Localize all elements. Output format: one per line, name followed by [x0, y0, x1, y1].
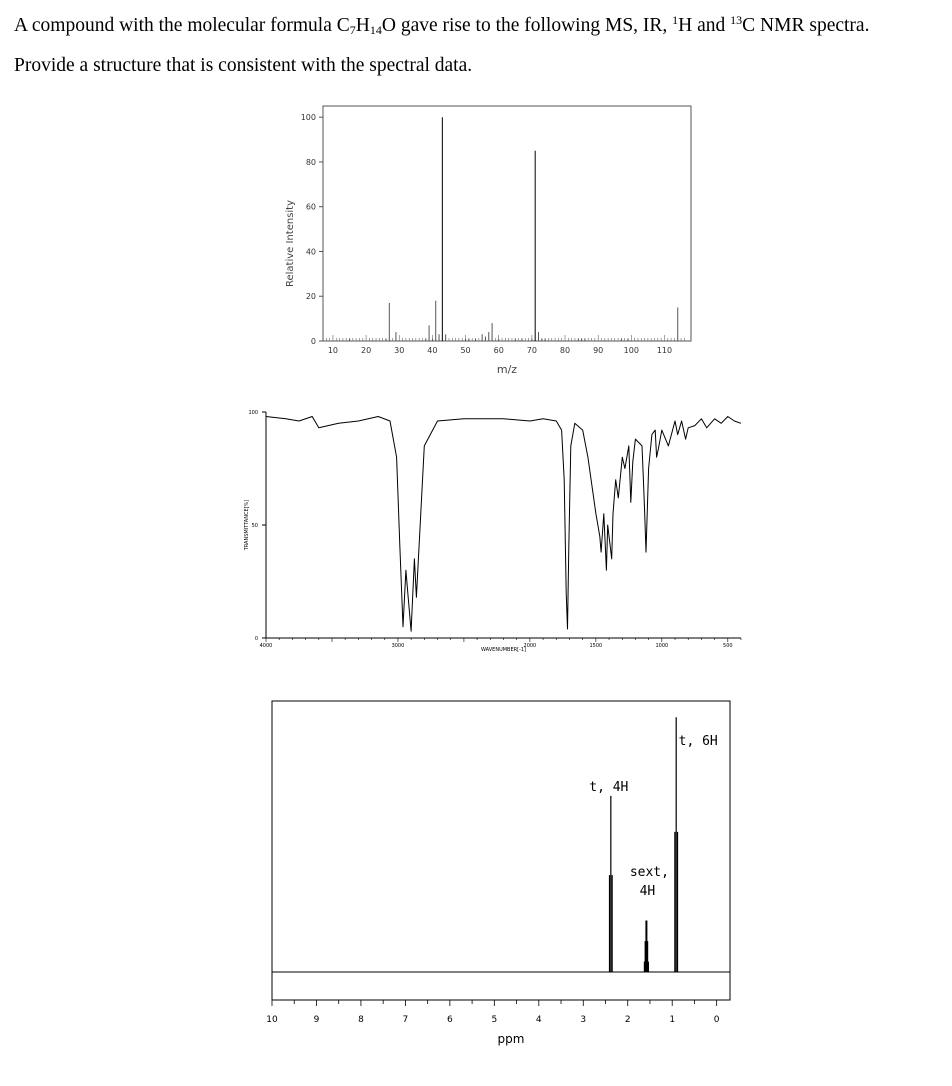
ms-x-tick-label: 30 — [394, 346, 404, 355]
question-text-a: A compound with the molecular formula C — [14, 15, 350, 36]
ir-x-tick-label: 1000 — [655, 643, 668, 649]
ms-y-tick-label: 60 — [306, 203, 316, 212]
ir-x-tick-label: 4000 — [260, 643, 273, 649]
ms-x-tick-label: 60 — [494, 346, 504, 355]
ms-y-axis-label: Relative Intensity — [285, 200, 296, 287]
ir-y-tick-label: 50 — [252, 523, 258, 529]
question-text-b: O gave rise to the following MS, IR, — [381, 15, 673, 36]
nmr-plot-frame — [271, 700, 731, 1001]
ms-x-tick-label: 80 — [560, 346, 570, 355]
ir-x-tick-label: 1500 — [589, 643, 602, 649]
ms-plot-frame — [322, 105, 692, 342]
ms-x-tick-label: 40 — [427, 346, 437, 355]
ms-y-tick-label: 80 — [306, 158, 316, 167]
ms-x-axis-label: m/z — [497, 363, 517, 376]
nmr-x-tick-label: 7 — [403, 1015, 409, 1025]
nmr-peak-label-sextet: sext, — [630, 865, 669, 880]
ms-x-tick-label: 50 — [460, 346, 470, 355]
ms-x-tick-label: 70 — [527, 346, 537, 355]
ir-y-axis-label: TRANSMITTANCE[%] — [244, 500, 250, 552]
ms-x-tick-label: 10 — [328, 346, 338, 355]
ms-y-tick-label: 40 — [306, 247, 316, 256]
ms-x-tick-label: 90 — [593, 346, 603, 355]
h-superscript: 1 — [672, 13, 679, 27]
nmr-x-tick-label: 8 — [358, 1015, 364, 1025]
nmr-peak-label-triplet-6h: t, 6H — [679, 734, 718, 749]
nmr-x-tick-label: 3 — [580, 1015, 586, 1025]
question-line-1: A compound with the molecular formula C7… — [14, 8, 944, 48]
nmr-x-tick-label: 6 — [447, 1015, 453, 1025]
ir-x-tick-label: 500 — [723, 643, 733, 649]
ms-x-tick-label: 100 — [624, 346, 639, 355]
ms-y-tick-label: 100 — [301, 113, 316, 122]
ir-x-tick-label: 2000 — [524, 643, 537, 649]
ms-y-tick-label: 0 — [311, 337, 316, 346]
nmr-x-tick-label: 5 — [491, 1015, 497, 1025]
carbon-subscript: 7 — [349, 23, 356, 37]
c-superscript: 13 — [730, 13, 743, 27]
ir-trace — [265, 416, 742, 632]
nmr-x-tick-label: 2 — [625, 1015, 631, 1025]
hydrogen-subscript: 14 — [369, 23, 382, 37]
nmr-peak-label-triplet-4h: t, 4H — [589, 780, 628, 795]
question-text: A compound with the molecular formula C7… — [14, 8, 944, 84]
nmr-x-tick-label: 10 — [266, 1015, 278, 1025]
question-text-d: C NMR spectra. — [742, 15, 870, 36]
nmr-x-tick-label: 9 — [314, 1015, 320, 1025]
ms-x-tick-label: 20 — [361, 346, 371, 355]
question-line-2: Provide a structure that is consistent w… — [14, 55, 473, 76]
question-text-h: H — [355, 15, 370, 36]
nmr-peak-label-sextet-4h: 4H — [640, 884, 656, 899]
ir-y-tick-label: 100 — [248, 410, 258, 416]
nmr-x-tick-label: 0 — [714, 1015, 720, 1025]
nmr-x-tick-label: 4 — [536, 1015, 542, 1025]
ms-y-tick-label: 20 — [306, 292, 316, 301]
ir-x-tick-label: 3000 — [392, 643, 405, 649]
nmr-x-tick-label: 1 — [669, 1015, 675, 1025]
question-text-c: H and — [678, 15, 731, 36]
nmr-x-axis-label: ppm — [498, 1032, 525, 1046]
ir-x-axis-label: WAVENUMBER[-1] — [481, 647, 526, 653]
ms-x-tick-label: 110 — [657, 346, 672, 355]
ir-y-tick-label: 0 — [255, 636, 258, 642]
